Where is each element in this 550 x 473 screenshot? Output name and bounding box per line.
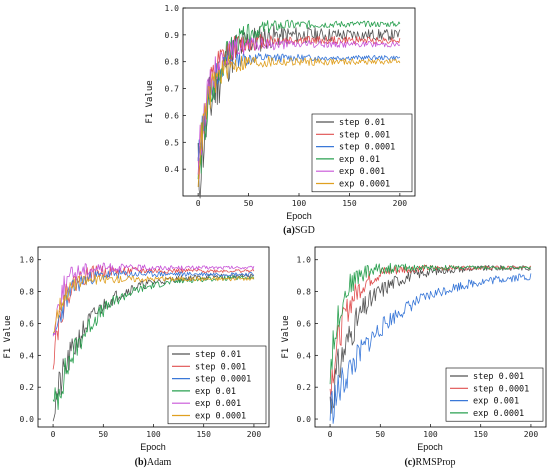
series-line-exp-0-0001 [329,262,532,385]
y-tick-label: 0.5 [165,138,180,147]
series-line-exp-0-01 [52,275,255,411]
legend-box [167,345,267,425]
legend-entry: exp 0.001 [473,397,519,407]
legend-entry: exp 0.01 [195,387,236,397]
x-tick-label: 100 [423,430,438,439]
y-tick-label: 0.6 [20,319,35,328]
caption-text-b: Adam [147,457,172,468]
panel-adam: 0 50 100 150 200 0.0 0.2 0.4 0.6 0.8 1.0 step 0.01 s… [3,246,270,468]
y-tick-label: 0.6 [165,111,180,120]
x-tick-label: 50 [375,430,385,439]
series-line-exp-0-01 [197,19,401,180]
series-line-exp-0-0001 [197,55,401,188]
legend-entry: step 0.0001 [339,143,395,153]
series-line-step-0-001 [329,264,532,414]
x-tick-label: 0 [196,199,201,208]
y-tick-label: 0.4 [297,351,312,360]
y-axis-label-c: F1 Value [281,315,291,358]
caption-a: (a)SGD [283,225,315,236]
x-tick-label: 100 [146,430,161,439]
x-axis-label-a: Epoch [286,211,312,221]
y-axis-label-b: F1 Value [3,315,13,358]
legend-entry: step 0.0001 [195,375,251,385]
series-line-exp-0-001 [197,37,401,175]
legend-entry: step 0.0001 [473,384,529,394]
panel-rmsprop: 0 50 100 150 200 0.0 0.2 0.4 0.6 0.8 1.0 step 0.001… [281,246,547,468]
legend-entry: step 0.01 [339,118,385,128]
legend-box [311,113,413,193]
x-tick-label: 50 [98,430,108,439]
y-axis-label-a: F1 Value [145,80,155,123]
legend-entry: exp 0.001 [339,167,385,177]
legend-entry: exp 0.0001 [339,180,390,190]
y-tick-label: 0.8 [20,288,35,297]
y-tick-label: 0.0 [20,415,35,424]
y-tick-label: 0.8 [297,288,312,297]
x-axis-label-b: Epoch [140,442,166,452]
caption-b: (b)Adam [135,457,172,468]
y-tick-label: 0.8 [165,58,180,67]
y-tick-label: 0.0 [297,415,312,424]
x-tick-label: 200 [393,199,408,208]
legend-entry: step 0.01 [195,350,241,360]
y-tick-label: 1.0 [20,256,35,265]
series-line-exp-0-001 [329,273,532,424]
x-tick-label: 100 [292,199,307,208]
x-tick-label: 200 [247,430,262,439]
legend-entry: exp 0.001 [195,399,241,409]
legend-entry: exp 0.01 [339,155,380,165]
caption-c: (c)RMSProp [404,457,455,468]
x-tick-label: 150 [473,430,488,439]
legend-entry: exp 0.0001 [195,412,246,422]
plot-area-c: 0 50 100 150 200 0.0 0.2 0.4 0.6 0.8 1.0 step 0.001… [297,256,544,439]
series-line-step-0-0001 [197,51,401,162]
caption-letter-b: (b) [135,457,147,468]
plot-area-b: 0 50 100 150 200 0.0 0.2 0.4 0.6 0.8 1.0 step 0.01 s… [20,256,267,439]
legend-entry: step 0.001 [195,362,246,372]
x-tick-label: 150 [196,430,211,439]
legend-entry: step 0.001 [339,130,390,140]
y-tick-label: 0.9 [165,31,180,40]
y-tick-label: 0.6 [297,319,312,328]
x-tick-label: 0 [51,430,56,439]
legend-entry: step 0.001 [473,372,524,382]
series-line-exp-0-0001 [53,274,255,334]
caption-text-a: SGD [295,225,315,236]
y-tick-label: 1.0 [297,256,312,265]
y-tick-label: 1.0 [165,4,180,13]
caption-letter-a: (a) [283,225,295,236]
legend-entry: exp 0.0001 [473,409,524,419]
x-axis-label-c: Epoch [417,442,443,452]
x-tick-label: 150 [342,199,357,208]
series-line-exp-0-001 [52,262,255,337]
x-tick-label: 50 [244,199,254,208]
y-tick-label: 0.7 [165,85,180,94]
panel-sgd: 0 50 100 150 200 0.4 0.5 0.6 0.7 0.8 0.9 1.0 step 0.… [145,4,416,236]
y-tick-label: 0.4 [165,165,180,174]
y-tick-label: 0.2 [297,383,312,392]
x-tick-label: 200 [524,430,539,439]
x-tick-label: 0 [328,430,333,439]
y-tick-label: 0.4 [20,351,35,360]
plot-area-a: 0 50 100 150 200 0.4 0.5 0.6 0.7 0.8 0.9 1.0 step 0.… [165,4,413,208]
caption-text-c: RMSProp [416,457,456,468]
caption-letter-c: (c) [404,457,415,468]
y-tick-label: 0.2 [20,383,35,392]
